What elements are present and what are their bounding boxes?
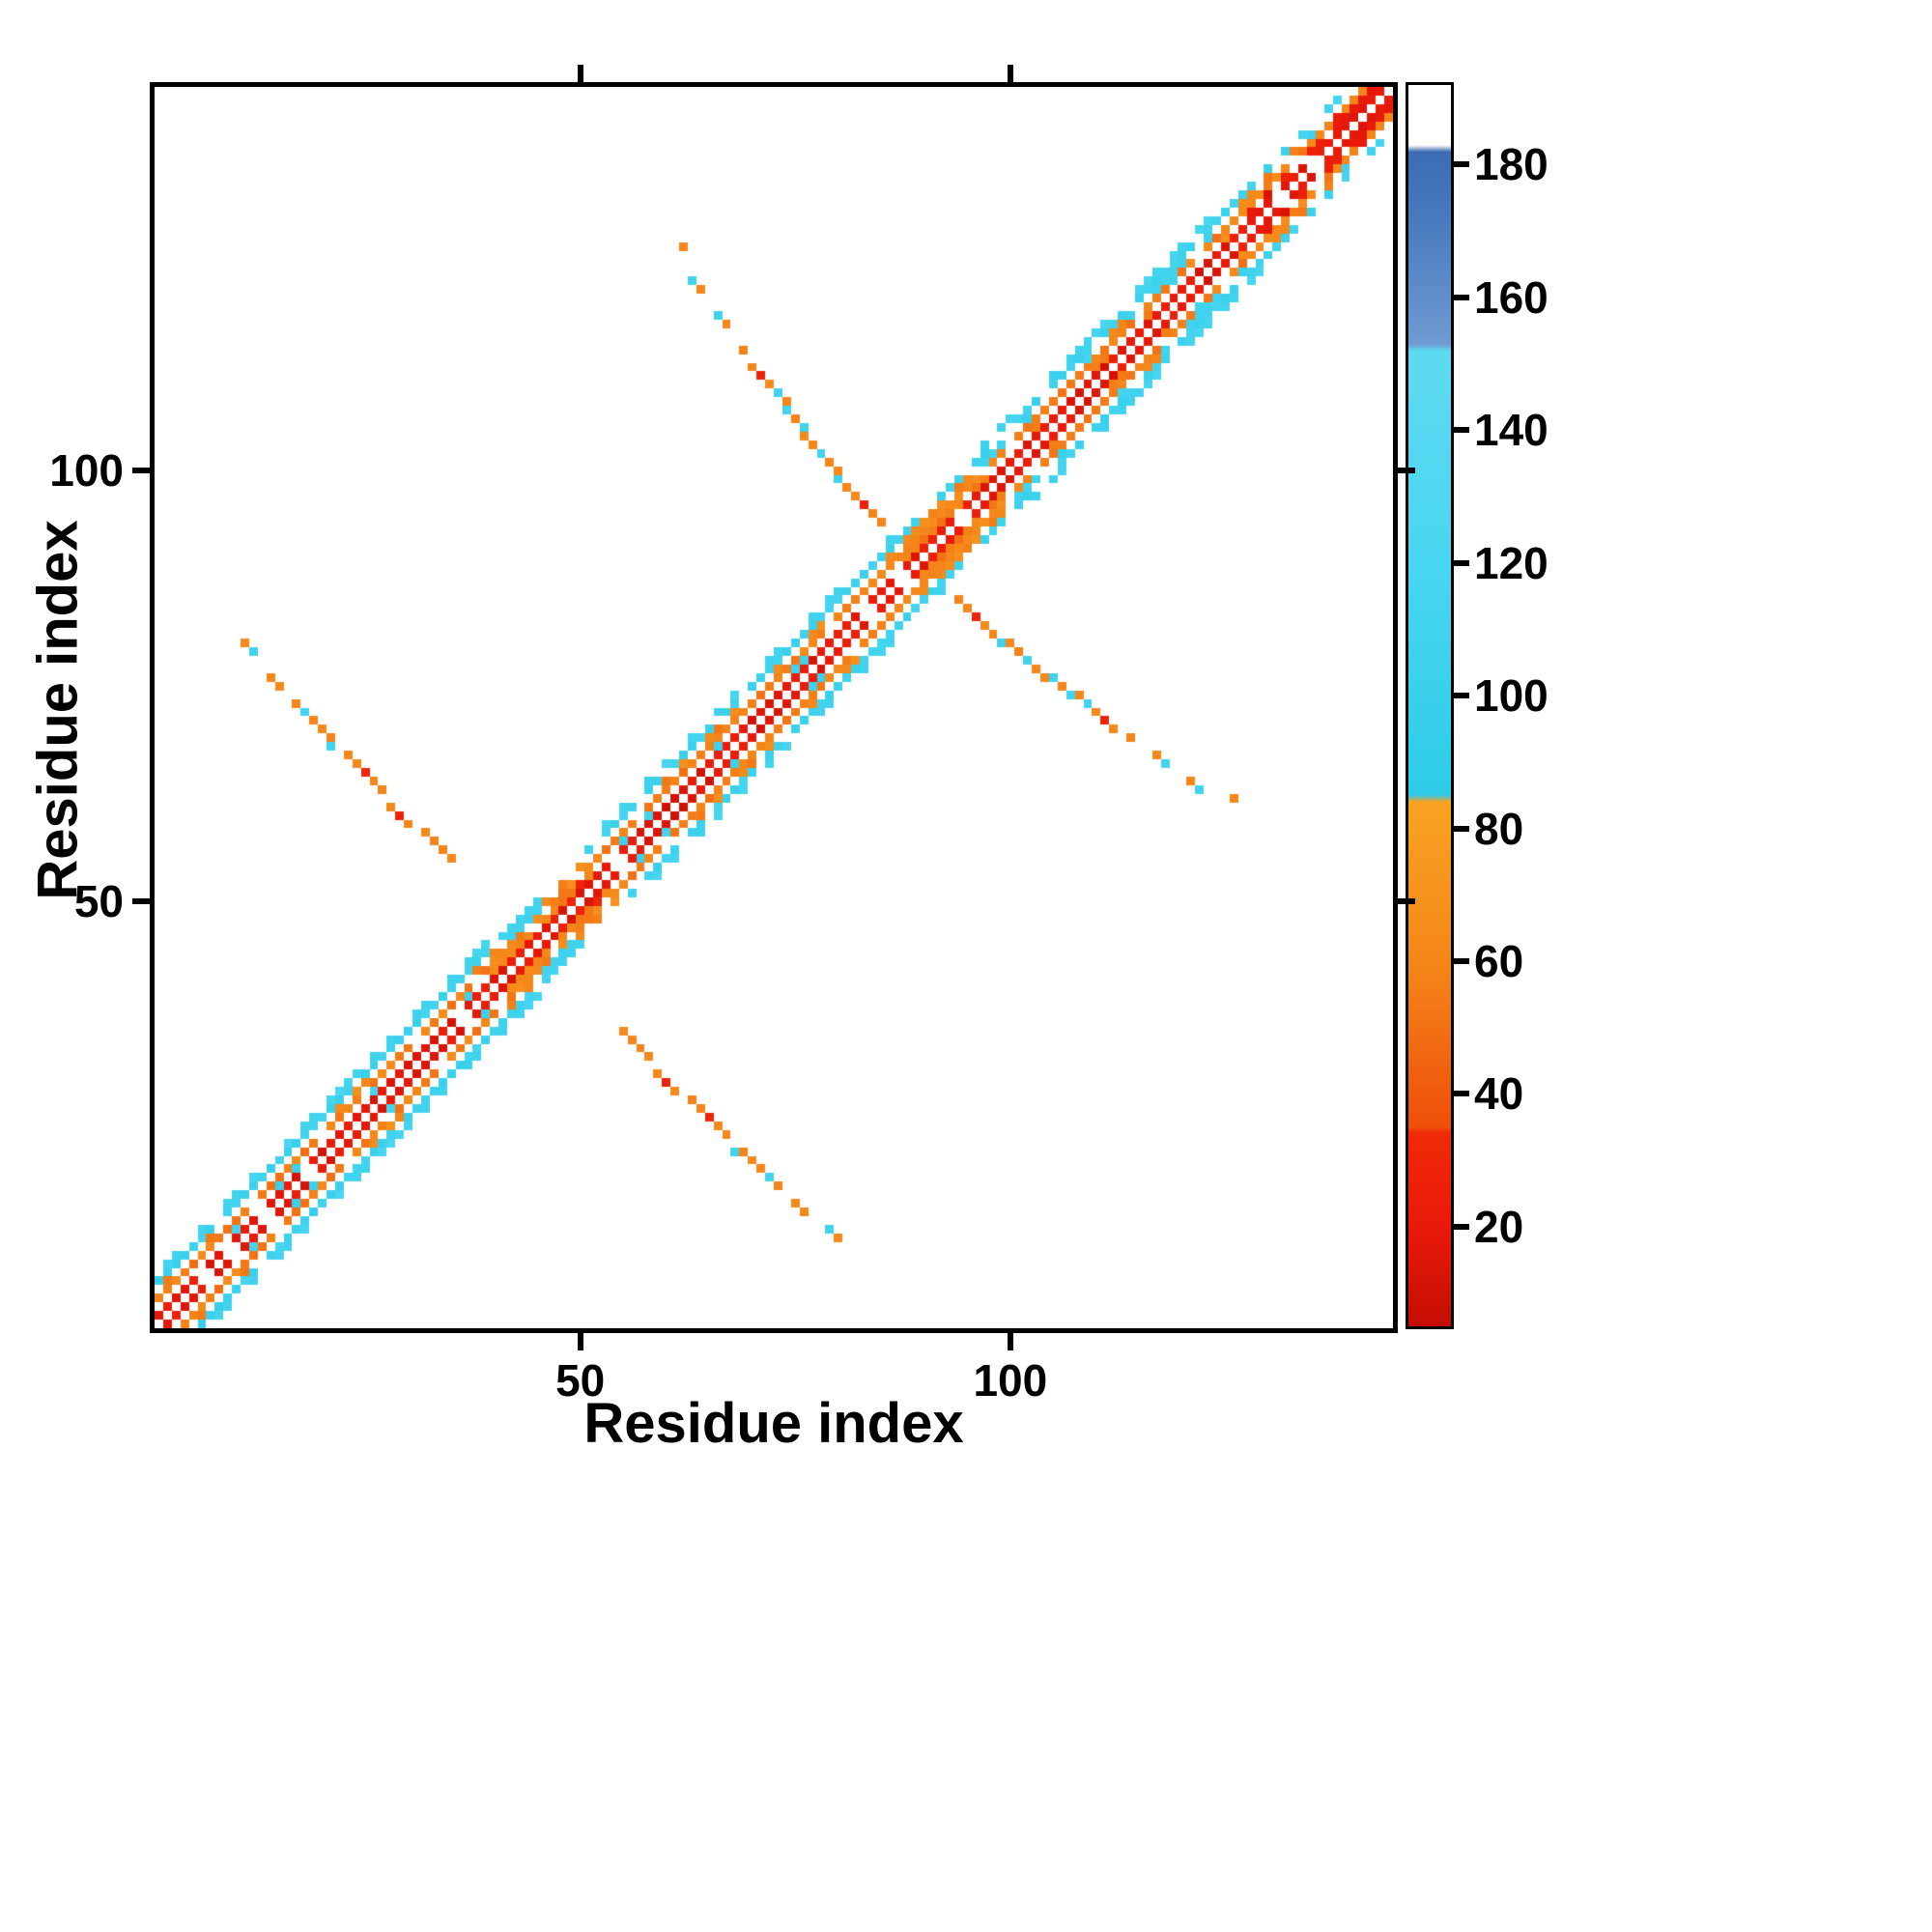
colorbar-tick-mark — [1454, 958, 1469, 965]
plot-area — [150, 82, 1398, 1333]
colorbar-tick-label: 80 — [1474, 803, 1524, 854]
y-tick-mark-right — [1398, 468, 1415, 474]
colorbar-tick-label: 20 — [1474, 1201, 1524, 1252]
colorbar-tick-mark — [1454, 825, 1469, 832]
x-tick-mark-bottom — [1007, 1333, 1013, 1350]
x-tick-mark-bottom — [577, 1333, 583, 1350]
colorbar-tick-label: 140 — [1474, 405, 1548, 456]
heatmap-canvas — [155, 87, 1393, 1328]
y-tick-label: 50 — [73, 876, 124, 927]
y-axis-label: Residue index — [26, 520, 90, 900]
colorbar-tick-label: 180 — [1474, 139, 1548, 190]
x-tick-label: 50 — [555, 1355, 606, 1406]
colorbar-tick-label: 40 — [1474, 1068, 1524, 1120]
y-tick-label: 100 — [49, 445, 124, 497]
colorbar-tick-mark — [1454, 294, 1469, 300]
colorbar-tick-mark — [1454, 161, 1469, 168]
colorbar-tick-mark — [1454, 559, 1469, 566]
colorbar-tick-label: 100 — [1474, 670, 1548, 722]
x-tick-mark-top — [577, 65, 583, 82]
x-tick-mark-top — [1007, 65, 1013, 82]
x-tick-label: 100 — [973, 1355, 1048, 1406]
colorbar-canvas — [1408, 85, 1451, 1326]
colorbar-tick-label: 120 — [1474, 537, 1548, 588]
x-axis-label: Residue index — [583, 1392, 964, 1455]
colorbar-tick-mark — [1454, 693, 1469, 699]
y-tick-mark-right — [1398, 898, 1415, 905]
y-tick-mark-left — [132, 468, 150, 474]
colorbar — [1406, 82, 1454, 1329]
colorbar-tick-mark — [1454, 427, 1469, 434]
y-tick-mark-left — [132, 898, 150, 905]
colorbar-tick-label: 60 — [1474, 936, 1524, 987]
colorbar-tick-label: 160 — [1474, 271, 1548, 323]
colorbar-tick-mark — [1454, 1091, 1469, 1097]
colorbar-tick-mark — [1454, 1223, 1469, 1230]
